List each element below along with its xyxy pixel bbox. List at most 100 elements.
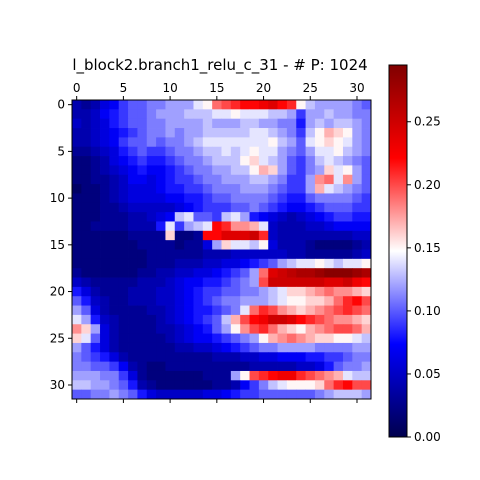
heatmap-cell: [90, 286, 101, 297]
heatmap-cell: [128, 146, 138, 157]
heatmap-cell: [212, 184, 222, 194]
heatmap-cell: [314, 277, 325, 288]
heatmap-cell: [184, 146, 194, 157]
heatmap-cell: [305, 212, 316, 222]
heatmap-cell: [146, 380, 157, 391]
heatmap-cell: [193, 361, 204, 372]
heatmap-cell: [221, 314, 232, 325]
heatmap-cell: [128, 370, 138, 381]
heatmap-cell: [202, 165, 213, 176]
heatmap-cell: [81, 286, 92, 297]
heatmap-cell: [100, 380, 110, 391]
heatmap-cell: [118, 212, 129, 222]
heatmap-cell: [118, 258, 129, 269]
heatmap-cell: [277, 305, 288, 316]
heatmap-cell: [333, 389, 344, 400]
heatmap-cell: [184, 202, 194, 213]
heatmap-cell: [296, 240, 306, 250]
heatmap-cell: [361, 352, 372, 363]
heatmap-cell: [90, 258, 101, 269]
heatmap-cell: [305, 268, 316, 278]
heatmap-cell: [221, 370, 232, 381]
heatmap-cell: [268, 277, 278, 288]
heatmap-cell: [296, 352, 306, 363]
heatmap-cell: [296, 118, 306, 129]
heatmap-cell: [90, 174, 101, 185]
heatmap-cell: [230, 165, 241, 176]
heatmap-cell: [81, 221, 92, 232]
heatmap-cell: [324, 118, 335, 129]
heatmap-cell: [137, 389, 148, 400]
heatmap-cell: [333, 184, 344, 194]
heatmap-cell: [249, 333, 260, 344]
heatmap-cell: [109, 352, 120, 363]
heatmap-cell: [165, 380, 176, 391]
heatmap-cell: [305, 137, 316, 148]
heatmap-cell: [286, 296, 297, 306]
heatmap-cell: [249, 342, 260, 353]
heatmap-cell: [165, 156, 176, 166]
heatmap-cell: [286, 258, 297, 269]
heatmap-cell: [361, 193, 372, 204]
heatmap-cell: [249, 193, 260, 204]
heatmap-cell: [174, 137, 185, 148]
heatmap-cell: [90, 324, 101, 334]
heatmap-cell: [100, 249, 110, 260]
colorbar-frame: [388, 64, 408, 438]
heatmap-cell: [72, 202, 82, 213]
heatmap-cell: [221, 109, 232, 120]
heatmap-cell: [174, 156, 185, 166]
heatmap-cell: [193, 165, 204, 176]
heatmap-cell: [184, 230, 194, 241]
heatmap-cell: [305, 277, 316, 288]
heatmap-cell: [361, 212, 372, 222]
heatmap-cell: [128, 212, 138, 222]
heatmap-cell: [90, 314, 101, 325]
heatmap-cell: [100, 314, 110, 325]
heatmap-cell: [277, 212, 288, 222]
heatmap-cell: [314, 342, 325, 353]
heatmap-cell: [90, 268, 101, 278]
heatmap-cell: [137, 109, 148, 120]
heatmap-cell: [174, 212, 185, 222]
heatmap-cell: [361, 380, 372, 391]
heatmap-cell: [240, 109, 250, 120]
heatmap-cell: [258, 352, 269, 363]
heatmap-cell: [100, 324, 110, 334]
heatmap-cell: [296, 342, 306, 353]
heatmap-cell: [174, 184, 185, 194]
heatmap-cell: [212, 240, 222, 250]
heatmap-cell: [146, 333, 157, 344]
heatmap-cell: [361, 389, 372, 400]
heatmap-cell: [258, 212, 269, 222]
heatmap-cell: [342, 118, 353, 129]
heatmap-cell: [314, 305, 325, 316]
heatmap-cell: [342, 389, 353, 400]
heatmap-cell: [286, 249, 297, 260]
heatmap-cell: [249, 249, 260, 260]
heatmap-cell: [90, 305, 101, 316]
heatmap-cell: [128, 230, 138, 241]
heatmap-cell: [193, 202, 204, 213]
heatmap-cell: [286, 305, 297, 316]
heatmap-cell: [352, 361, 363, 372]
heatmap-cell: [100, 342, 110, 353]
heatmap-cell: [109, 249, 120, 260]
heatmap-cell: [81, 361, 92, 372]
heatmap-cell: [128, 118, 138, 129]
heatmap-cell: [258, 333, 269, 344]
heatmap-cell: [174, 146, 185, 157]
heatmap-cell: [314, 296, 325, 306]
heatmap-cell: [240, 174, 250, 185]
heatmap-cell: [361, 305, 372, 316]
heatmap-cell: [268, 165, 278, 176]
heatmap-cell: [193, 156, 204, 166]
heatmap-cell: [146, 240, 157, 250]
heatmap-cell: [212, 342, 222, 353]
heatmap-cell: [202, 202, 213, 213]
heatmap-cell: [156, 174, 166, 185]
heatmap-cell: [109, 296, 120, 306]
heatmap-cell: [296, 146, 306, 157]
heatmap-cell: [128, 100, 138, 110]
heatmap-cell: [193, 370, 204, 381]
